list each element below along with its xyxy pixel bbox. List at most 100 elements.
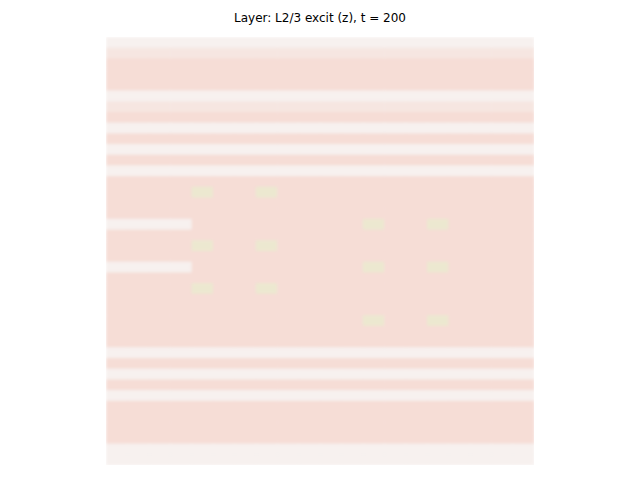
- cell: [127, 433, 149, 444]
- cell: [341, 165, 363, 176]
- cell: [341, 144, 363, 155]
- cell: [513, 219, 534, 230]
- cell: [170, 422, 192, 433]
- cell: [127, 112, 149, 123]
- cell: [406, 369, 428, 380]
- cell: [277, 112, 299, 123]
- cell: [470, 208, 492, 219]
- cell: [106, 326, 128, 337]
- cell: [170, 401, 192, 412]
- cell: [149, 198, 171, 209]
- cell: [427, 48, 449, 59]
- cell: [448, 251, 470, 262]
- cell: [448, 315, 470, 326]
- cell: [320, 187, 342, 198]
- cell: [363, 283, 385, 294]
- cell: [256, 69, 278, 80]
- cell: [363, 155, 385, 166]
- cell: [491, 337, 513, 348]
- cell: [127, 155, 149, 166]
- cell: [213, 347, 235, 358]
- cell: [448, 240, 470, 251]
- cell: [427, 401, 449, 412]
- cell: [106, 91, 128, 102]
- cell: [213, 272, 235, 283]
- cell: [192, 444, 214, 455]
- cell: [127, 369, 149, 380]
- cell: [406, 454, 428, 465]
- cell: [363, 294, 385, 305]
- cell: [192, 208, 214, 219]
- cell: [448, 69, 470, 80]
- cell: [256, 444, 278, 455]
- cell: [448, 305, 470, 316]
- cell: [256, 283, 278, 294]
- cell: [234, 433, 256, 444]
- cell: [406, 251, 428, 262]
- cell: [427, 390, 449, 401]
- cell: [192, 401, 214, 412]
- cell: [406, 155, 428, 166]
- cell: [213, 91, 235, 102]
- cell: [192, 80, 214, 91]
- cell: [341, 123, 363, 134]
- cell: [277, 187, 299, 198]
- cell: [513, 230, 534, 241]
- cell: [170, 444, 192, 455]
- cell: [106, 240, 128, 251]
- cell: [299, 379, 321, 390]
- cell: [513, 198, 534, 209]
- cell: [513, 187, 534, 198]
- cell: [127, 422, 149, 433]
- cell: [127, 379, 149, 390]
- cell: [470, 198, 492, 209]
- cell: [299, 176, 321, 187]
- cell: [427, 123, 449, 134]
- cell: [448, 91, 470, 102]
- cell: [127, 315, 149, 326]
- cell: [427, 133, 449, 144]
- cell: [427, 369, 449, 380]
- cell: [320, 305, 342, 316]
- cell: [341, 422, 363, 433]
- cell: [384, 433, 406, 444]
- cell: [491, 155, 513, 166]
- cell: [192, 347, 214, 358]
- cell: [341, 358, 363, 369]
- cell: [299, 315, 321, 326]
- cell: [234, 262, 256, 273]
- cell: [448, 390, 470, 401]
- cell: [341, 133, 363, 144]
- cell: [170, 58, 192, 69]
- cell: [170, 176, 192, 187]
- cell: [341, 208, 363, 219]
- cell: [427, 315, 449, 326]
- cell: [299, 337, 321, 348]
- cell: [384, 347, 406, 358]
- cell: [320, 315, 342, 326]
- cell: [213, 155, 235, 166]
- cell: [256, 58, 278, 69]
- cell: [470, 58, 492, 69]
- cell: [213, 251, 235, 262]
- cell: [234, 379, 256, 390]
- cell: [106, 379, 128, 390]
- cell: [384, 123, 406, 134]
- cell: [427, 219, 449, 230]
- cell: [363, 123, 385, 134]
- cell: [106, 123, 128, 134]
- cell: [513, 326, 534, 337]
- cell: [149, 326, 171, 337]
- cell: [256, 187, 278, 198]
- cell: [213, 165, 235, 176]
- cell: [149, 251, 171, 262]
- cell: [513, 294, 534, 305]
- cell: [320, 165, 342, 176]
- cell: [363, 187, 385, 198]
- cell: [427, 337, 449, 348]
- cell: [320, 219, 342, 230]
- cell: [406, 112, 428, 123]
- cell: [149, 133, 171, 144]
- cell: [277, 240, 299, 251]
- cell: [363, 165, 385, 176]
